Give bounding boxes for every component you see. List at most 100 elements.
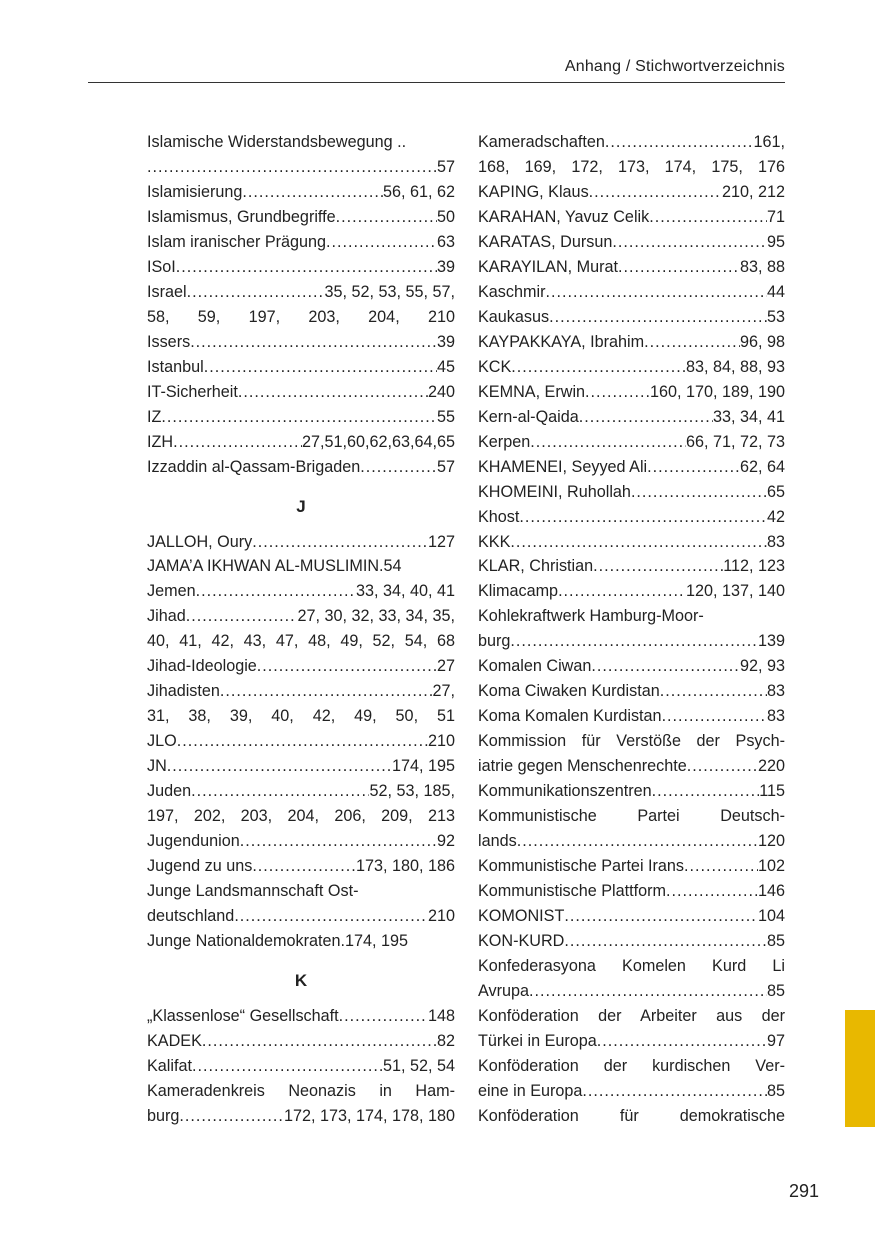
page-references: 102 <box>757 857 785 876</box>
index-entry: Jihad-Ideologie 27 <box>147 654 455 679</box>
index-entry: Koma Ciwaken Kurdistan 83 <box>478 679 785 704</box>
page-references: 62, 64 <box>739 457 785 476</box>
index-entry: lands 120 <box>478 829 785 854</box>
dot-leader <box>589 180 722 205</box>
index-entry: KAPING, Klaus 210, 212 <box>478 180 785 205</box>
index-entry-line: Kommunistische Partei Deutsch- <box>478 807 785 826</box>
page-number: 291 <box>788 1181 819 1201</box>
page-references: 220 <box>757 757 785 776</box>
dot-leader <box>530 430 686 455</box>
index-entry: Kommunistische Plattform 146 <box>478 879 785 904</box>
index-entry: Islamisierung 56, 61, 62 <box>147 180 455 205</box>
page-references: 27, <box>432 682 455 701</box>
section-letter-heading: J <box>296 496 306 516</box>
index-term: Kommunikationszentren <box>478 782 652 801</box>
page-references: 120, 137, 140 <box>685 582 785 601</box>
page-references: 139 <box>757 632 785 651</box>
index-entry-line: Islamische Widerstandsbewegung .. <box>147 130 455 155</box>
index-entry: KARATAS, Dursun 95 <box>478 230 785 255</box>
dot-leader <box>238 380 428 405</box>
index-entry: JALLOH, Oury 127 <box>147 530 455 555</box>
index-entry: Klimacamp 120, 137, 140 <box>478 579 785 604</box>
page-references: 85 <box>766 932 785 950</box>
page-references: 127 <box>427 532 455 551</box>
index-term: Koma Komalen Kurdistan <box>478 707 662 726</box>
header-rule <box>88 82 785 83</box>
dot-leader <box>519 505 767 530</box>
index-entry: eine in Europa 85 <box>478 1079 785 1104</box>
index-entry: KON-KURD 85 <box>478 929 785 954</box>
index-term: KAYPAKKAYA, Ibrahim <box>478 332 645 351</box>
index-term: lands <box>478 832 517 851</box>
index-term: Kalifat <box>147 1056 192 1075</box>
page-references: 96, 98 <box>739 332 785 351</box>
index-entry: Jugendunion 92 <box>147 829 455 854</box>
index-term: JN <box>147 757 167 776</box>
dot-leader <box>186 604 298 629</box>
page-references: 210 <box>427 732 455 751</box>
index-entry-text: JAMA’A IKHWAN AL-MUSLIMIN.54 <box>147 557 402 576</box>
dot-leader <box>190 330 437 355</box>
index-term: „Klassenlose“ Gesellschaft <box>147 1006 339 1025</box>
dot-leader <box>631 480 767 505</box>
section-letter-heading: K <box>294 970 308 990</box>
index-entry: Jugend zu uns 173, 180, 186 <box>147 854 455 879</box>
dot-leader <box>187 280 325 305</box>
dot-leader <box>558 579 686 604</box>
dot-leader <box>360 455 437 480</box>
index-entry: KOMONIST 104 <box>478 904 785 929</box>
page-references: 83 <box>766 532 785 551</box>
page-references: 85 <box>766 1081 785 1100</box>
index-entry: Kommunistische Partei Irans 102 <box>478 854 785 879</box>
index-entry: KARAYILAN, Murat 83, 88 <box>478 255 785 280</box>
index-entry: 57 <box>147 155 455 180</box>
dot-leader <box>173 430 302 455</box>
index-entry-text: Islamische Widerstandsbewegung .. <box>147 133 407 151</box>
page-references: 95 <box>766 232 785 251</box>
index-term: Jihad <box>147 607 186 626</box>
index-entry-line: 168, 169, 172, 173, 174, 175, 176 <box>478 157 785 176</box>
page-references: 146 <box>757 882 785 901</box>
dot-leader <box>517 829 758 854</box>
page-references: 27 <box>436 657 455 676</box>
index-term: KEMNA, Erwin <box>478 382 586 401</box>
index-entry-line: Konfederasyona Komelen Kurd Li <box>478 956 785 975</box>
index-term: Izzaddin al-Qassam-Brigaden <box>147 457 361 476</box>
index-term: Kommunistische Partei Irans <box>478 857 685 876</box>
index-entry: ISoI 39 <box>147 255 455 280</box>
dot-leader <box>582 1079 767 1104</box>
index-entry: IT-Sicherheit 240 <box>147 380 455 405</box>
index-entry: deutschland 210 <box>147 904 455 929</box>
index-term: Istanbul <box>147 357 204 376</box>
index-entry-line: Kameradenkreis Neonazis in Ham- <box>147 1081 455 1100</box>
index-entry: JN 174, 195 <box>147 754 455 779</box>
index-term: KKK <box>478 532 511 551</box>
index-entry-line: 197, 202, 203, 204, 206, 209, 213 <box>147 807 455 826</box>
index-entry: IZH 27,51,60,62,63,64,65 <box>147 430 455 455</box>
dot-leader <box>511 355 686 380</box>
page-references: 83, 88 <box>739 257 785 276</box>
dot-leader <box>220 679 433 704</box>
index-entry-text: Junge Nationaldemokraten.174, 195 <box>147 932 408 950</box>
index-term: KADEK <box>147 1031 202 1050</box>
dot-leader <box>326 230 437 255</box>
page-references: 55 <box>436 407 455 426</box>
page-references: 83, 84, 88, 93 <box>685 357 785 376</box>
index-term: KHOMEINI, Ruhollah <box>478 482 631 501</box>
index-term: JALLOH, Oury <box>147 532 253 551</box>
page-references: 104 <box>757 907 785 926</box>
index-term: Kameradschaften <box>478 133 605 151</box>
index-entry-text: Kohlekraftwerk Hamburg-Moor- <box>478 607 704 626</box>
dot-leader <box>192 1054 383 1079</box>
index-entry: Israel 35, 52, 53, 55, 57, <box>147 280 455 305</box>
index-term: IZ <box>147 407 162 426</box>
dot-leader <box>510 629 758 654</box>
page-references: 56, 61, 62 <box>382 182 455 201</box>
index-column-right: Kameradschaften 161, 168, 169, 172, 173, 1… <box>478 130 785 1129</box>
index-term: KAPING, Klaus <box>478 182 589 201</box>
page-references: 35, 52, 53, 55, 57, <box>324 282 455 301</box>
index-entry: Istanbul 45 <box>147 355 455 380</box>
index-term: Kaukasus <box>478 307 550 326</box>
index-term: KOMONIST <box>478 907 565 926</box>
